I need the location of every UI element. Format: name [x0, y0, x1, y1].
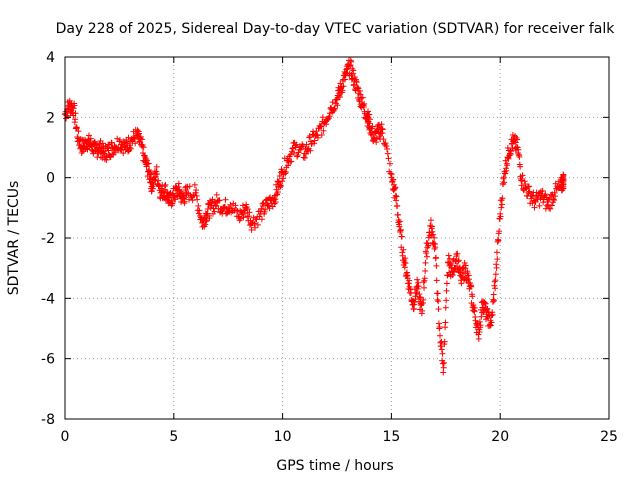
data-point	[327, 96, 340, 116]
data-point	[388, 171, 399, 201]
data-point	[418, 248, 429, 317]
data-point	[431, 241, 442, 327]
y-axis-label: SDTVAR / TECUs	[6, 181, 22, 296]
data-point	[488, 277, 499, 326]
data-point	[518, 172, 531, 200]
data-point	[192, 187, 205, 223]
data-point	[122, 134, 133, 155]
data-point	[242, 201, 255, 233]
y-tick-label: -8	[41, 412, 55, 428]
data-point	[214, 197, 227, 217]
data-point	[307, 128, 320, 148]
y-tick-label: 4	[46, 50, 55, 66]
y-tick-label: 0	[46, 171, 55, 187]
data-point	[397, 226, 408, 268]
x-tick-label: 25	[600, 429, 618, 445]
data-point	[497, 174, 508, 220]
y-tick-label: -6	[41, 352, 55, 368]
data-point	[514, 144, 525, 189]
grid-layer	[65, 57, 609, 419]
data-point	[440, 272, 451, 371]
data-point	[166, 185, 177, 209]
x-axis-label: GPS time / hours	[276, 458, 393, 474]
data-point	[505, 131, 516, 159]
data-layer	[62, 57, 567, 376]
data-point	[133, 127, 144, 146]
y-tick-label: -4	[41, 291, 55, 307]
data-point	[525, 183, 538, 211]
data-point	[560, 171, 567, 192]
x-tick-label: 5	[169, 429, 178, 445]
y-tick-label: -2	[41, 231, 55, 247]
x-tick-label: 20	[491, 429, 509, 445]
x-tick-label: 15	[382, 429, 400, 445]
data-point	[279, 155, 292, 182]
data-point	[109, 135, 122, 158]
chart-title: Day 228 of 2025, Sidereal Day-to-day VTE…	[56, 21, 616, 37]
data-point	[286, 139, 299, 165]
data-point	[183, 181, 198, 204]
data-point	[436, 324, 447, 376]
axes-layer: 0 5 10 15 20 25 -8 -6 -4 -2 0 2 4	[41, 50, 618, 445]
x-tick-label: 0	[61, 429, 70, 445]
data-point	[375, 121, 386, 143]
data-point	[410, 276, 421, 313]
data-point	[320, 110, 333, 128]
data-point	[249, 208, 264, 231]
x-tick-label: 10	[274, 429, 292, 445]
data-point	[492, 215, 503, 278]
data-point	[236, 202, 249, 224]
data-point	[427, 217, 438, 252]
data-point	[379, 126, 394, 177]
data-point	[364, 108, 373, 133]
data-point	[301, 133, 314, 161]
data-point	[351, 74, 362, 101]
data-point	[70, 100, 81, 145]
y-tick-label: 2	[46, 110, 55, 126]
data-point	[392, 192, 403, 230]
data-point	[314, 114, 327, 141]
data-point	[92, 140, 103, 161]
